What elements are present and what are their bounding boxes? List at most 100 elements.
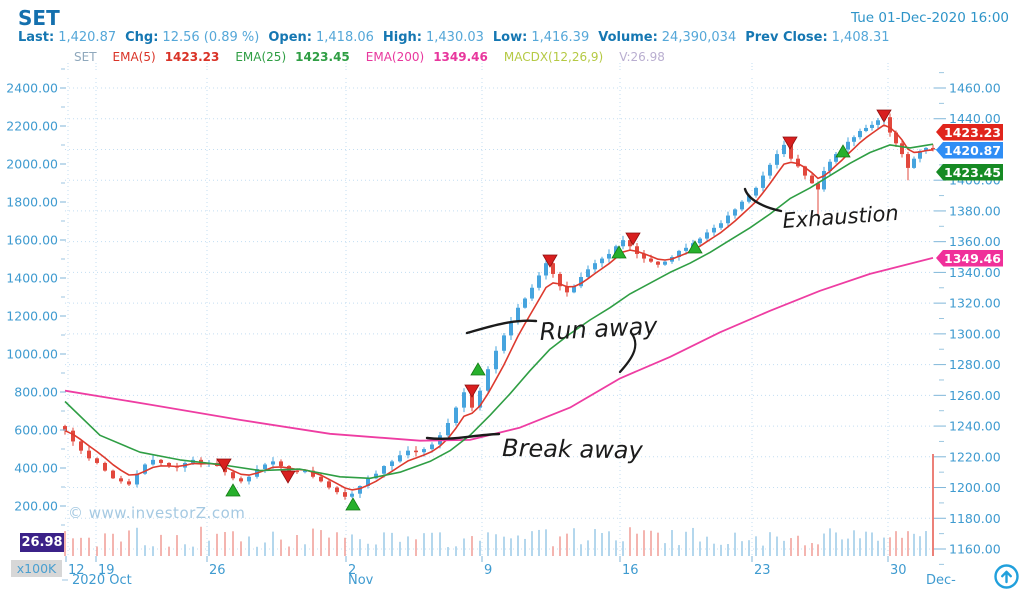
buy-signal-icon	[470, 362, 486, 376]
left-axis-label: 1400.00	[6, 271, 58, 286]
ema25-line	[64, 143, 934, 480]
candle-body	[600, 258, 604, 264]
candle-body	[279, 461, 283, 467]
datetime-label: Tue 01-Dec-2020 16:00	[851, 10, 1009, 26]
right-axis-label: 1380.00	[949, 203, 1001, 218]
candle-body	[167, 462, 171, 467]
candle-body	[803, 166, 807, 176]
candle-body	[858, 131, 862, 138]
month-label: Nov	[348, 573, 374, 588]
candle-body	[912, 158, 916, 168]
candle-body	[327, 481, 331, 488]
annotation-text: Run away	[539, 312, 659, 346]
candle-body	[740, 201, 744, 210]
candle-body	[789, 144, 793, 159]
date-tick-label: 2	[348, 563, 356, 578]
up-arrow-icon	[994, 564, 1019, 589]
sell-signal-icon	[625, 232, 641, 246]
month-label: Dec-	[926, 573, 956, 588]
right-axis-label: 1300.00	[949, 326, 1001, 341]
candle-body	[239, 478, 243, 482]
candle-body	[454, 407, 458, 423]
candle-body	[593, 263, 597, 270]
candle-body	[621, 240, 625, 247]
candle-body	[478, 390, 482, 408]
price-badge-ema200: 1349.46	[936, 249, 1003, 267]
legend-value: 1423.45	[295, 50, 350, 64]
candle-body	[761, 175, 765, 188]
candle-body	[635, 246, 639, 254]
candle-body	[311, 470, 315, 477]
candle-body	[888, 117, 892, 133]
candle-body	[628, 240, 632, 247]
candle-body	[530, 287, 534, 299]
candle-body	[303, 470, 307, 473]
candle-body	[537, 275, 541, 288]
right-axis-label: 1260.00	[949, 388, 1001, 403]
price-badge-last: 1420.87	[936, 141, 1003, 159]
axes-layer: 1460.001440.001420.001400.001380.001360.…	[6, 68, 1001, 588]
right-axis-label: 1240.00	[949, 419, 1001, 434]
legend-item: EMA(200) 1349.46	[365, 50, 488, 64]
candle-body	[494, 350, 498, 370]
candle-body	[705, 232, 709, 239]
candle-body	[864, 127, 868, 132]
stat-value: 1,408.31	[831, 30, 890, 45]
candle-body	[931, 147, 935, 150]
candle-body	[586, 269, 590, 278]
buy-signal-icon	[345, 497, 361, 511]
candle-body	[263, 464, 267, 470]
sell-signal-icon	[542, 254, 558, 268]
annotation-text: Exhaustion	[782, 201, 900, 233]
candle-body	[95, 458, 99, 463]
sell-signal-icon	[464, 384, 480, 398]
left-axis-label: 2000.00	[6, 157, 58, 172]
stat-label: Chg:	[125, 30, 159, 45]
stat-value: 1,420.87	[58, 30, 117, 45]
candle-body	[852, 137, 856, 142]
candle-body	[719, 223, 723, 228]
candle-body	[663, 261, 667, 265]
scroll-to-top-button[interactable]	[993, 563, 1020, 590]
candle-body	[642, 253, 646, 259]
candle-body	[422, 449, 426, 453]
legend-item: EMA(5) 1423.23	[112, 50, 220, 64]
stat-value: 1,418.06	[316, 30, 374, 45]
stat-value: 12.56 (0.89 %)	[162, 30, 260, 45]
candle-body	[231, 472, 235, 479]
right-axis-label: 1440.00	[949, 111, 1001, 126]
stat-value: 24,390,034	[661, 30, 737, 45]
candle-body	[834, 154, 838, 162]
date-tick-label: 23	[754, 563, 771, 578]
candle-body	[509, 321, 513, 336]
stat-value: 1,416.39	[531, 30, 590, 45]
candle-body	[572, 286, 576, 293]
candle-body	[486, 369, 490, 391]
candle-body	[295, 470, 299, 473]
candle-body	[816, 183, 820, 190]
candle-body	[406, 450, 410, 456]
right-axis-label: 1460.00	[949, 81, 1001, 96]
candle-body	[894, 132, 898, 144]
annotation-runaway: Run away	[465, 312, 659, 374]
left-axis-label: 600.00	[14, 423, 58, 438]
date-tick-label: 26	[209, 563, 226, 578]
watermark: © www.investorZ.com	[68, 504, 246, 522]
candle-body	[828, 161, 832, 171]
legend-item: SET	[74, 50, 97, 64]
candle-body	[63, 426, 67, 431]
right-axis-label: 1280.00	[949, 357, 1001, 372]
candle-body	[558, 273, 562, 287]
candle-body	[103, 462, 107, 471]
candle-body	[607, 253, 611, 259]
right-axis-label: 1360.00	[949, 234, 1001, 249]
candle-body	[143, 464, 147, 474]
left-axis-label: 1000.00	[6, 347, 58, 362]
candle-body	[414, 450, 418, 453]
candle-body	[924, 147, 928, 152]
right-axis-label: 1340.00	[949, 265, 1001, 280]
candles-layer	[63, 113, 935, 500]
stat-label: Low:	[492, 30, 528, 45]
